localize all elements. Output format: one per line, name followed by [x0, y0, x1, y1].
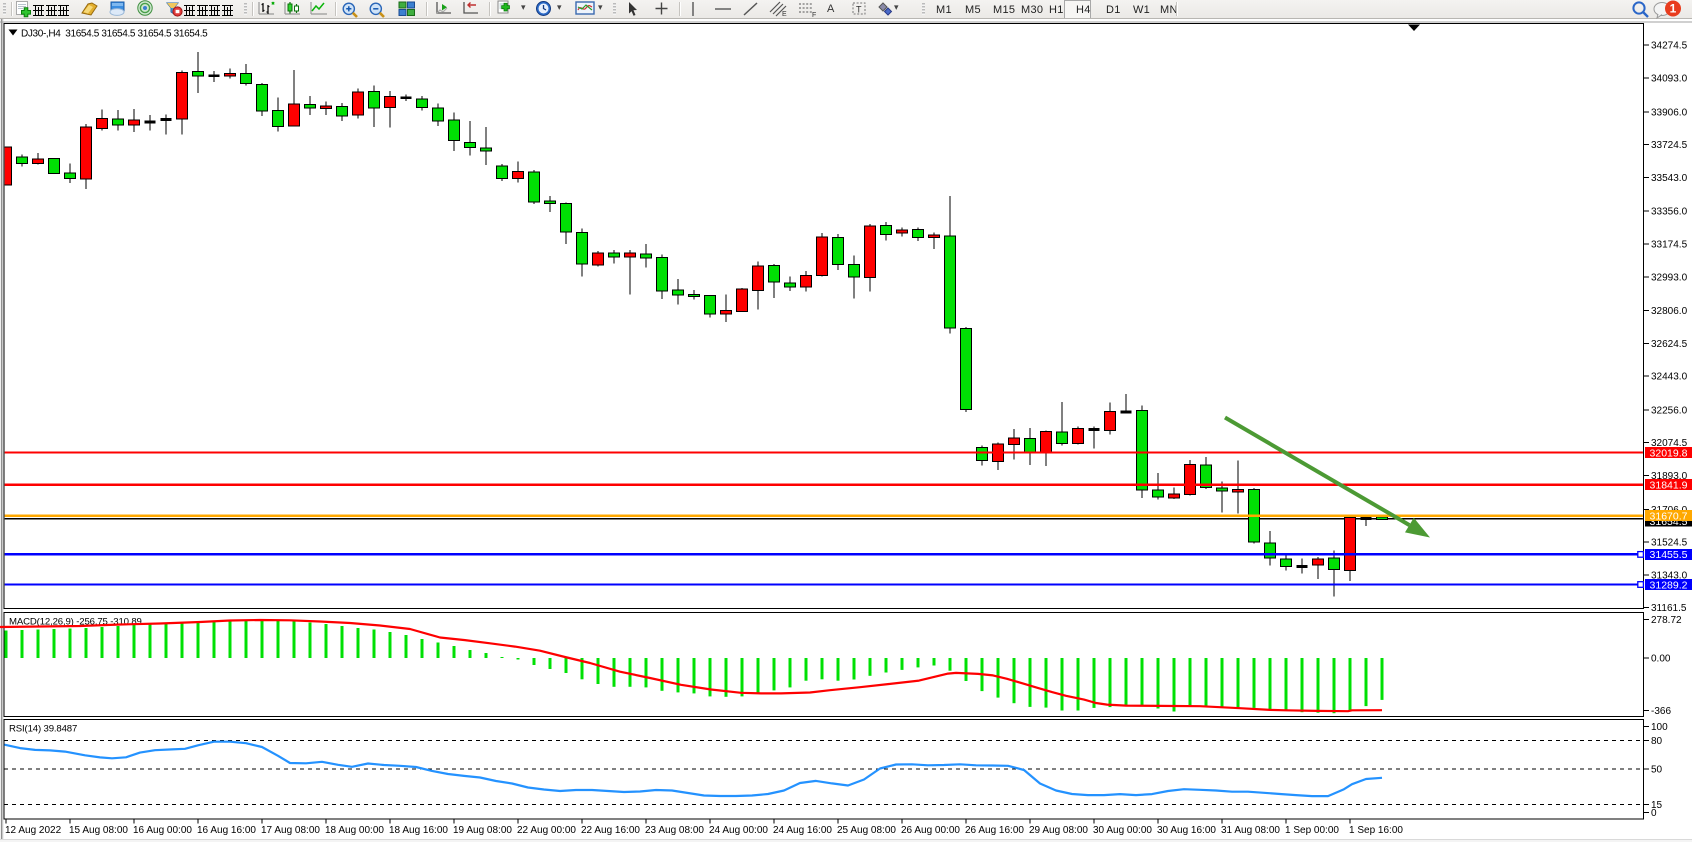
svg-text:33356.0: 33356.0 — [1651, 207, 1688, 218]
svg-text:100: 100 — [1651, 722, 1668, 733]
svg-text:1 Sep 16:00: 1 Sep 16:00 — [1349, 825, 1403, 836]
svg-text:18 Aug 00:00: 18 Aug 00:00 — [325, 825, 384, 836]
svg-text:32256.0: 32256.0 — [1651, 405, 1688, 416]
svg-text:31289.2: 31289.2 — [1650, 579, 1688, 591]
svg-text:33174.5: 33174.5 — [1651, 240, 1688, 251]
svg-text:34093.0: 34093.0 — [1651, 74, 1688, 85]
svg-text:1: 1 — [1670, 2, 1677, 16]
svg-text:30 Aug 16:00: 30 Aug 16:00 — [1157, 825, 1216, 836]
svg-text:31343.0: 31343.0 — [1651, 570, 1688, 581]
svg-text:1 Sep 00:00: 1 Sep 00:00 — [1285, 825, 1339, 836]
svg-text:34274.5: 34274.5 — [1651, 41, 1688, 52]
svg-text:31524.5: 31524.5 — [1651, 538, 1688, 549]
svg-text:32993.0: 32993.0 — [1651, 272, 1688, 283]
svg-text:15 Aug 08:00: 15 Aug 08:00 — [69, 825, 128, 836]
svg-text:29 Aug 08:00: 29 Aug 08:00 — [1029, 825, 1088, 836]
svg-text:31670.7: 31670.7 — [1650, 510, 1688, 522]
svg-text:0.00: 0.00 — [1651, 653, 1671, 664]
svg-text:T: T — [856, 5, 862, 15]
svg-text:15: 15 — [1651, 800, 1663, 811]
svg-text:24 Aug 16:00: 24 Aug 16:00 — [773, 825, 832, 836]
svg-text:30 Aug 00:00: 30 Aug 00:00 — [1093, 825, 1152, 836]
svg-text:26 Aug 16:00: 26 Aug 16:00 — [965, 825, 1024, 836]
svg-text:32806.0: 32806.0 — [1651, 306, 1688, 317]
svg-text:33724.5: 33724.5 — [1651, 140, 1688, 151]
svg-text:31161.5: 31161.5 — [1651, 603, 1687, 614]
svg-text:33543.0: 33543.0 — [1651, 173, 1688, 184]
svg-text:-366: -366 — [1651, 706, 1671, 717]
svg-text:33906.0: 33906.0 — [1651, 107, 1688, 118]
svg-text:DJ30-,H4 31654.5 31654.5 3165: DJ30-,H4 31654.5 31654.5 31654.5 31654.5 — [21, 28, 208, 39]
svg-text:17 Aug 08:00: 17 Aug 08:00 — [261, 825, 320, 836]
svg-text:0: 0 — [1651, 808, 1657, 819]
svg-text:16 Aug 16:00: 16 Aug 16:00 — [197, 825, 256, 836]
svg-text:32624.5: 32624.5 — [1651, 339, 1688, 350]
svg-text:50: 50 — [1651, 765, 1663, 776]
svg-text:MACD(12,26,9) -256.75 -310.89: MACD(12,26,9) -256.75 -310.89 — [9, 617, 142, 628]
svg-text:32443.0: 32443.0 — [1651, 372, 1688, 383]
svg-text:32019.8: 32019.8 — [1650, 447, 1688, 459]
svg-text:E: E — [782, 11, 787, 18]
svg-text:RSI(14) 39.8487: RSI(14) 39.8487 — [9, 724, 77, 735]
svg-text:12 Aug 2022: 12 Aug 2022 — [5, 825, 62, 836]
svg-text:31455.5: 31455.5 — [1650, 549, 1688, 561]
svg-text:19 Aug 08:00: 19 Aug 08:00 — [453, 825, 512, 836]
svg-text:25 Aug 08:00: 25 Aug 08:00 — [837, 825, 896, 836]
svg-text:31841.9: 31841.9 — [1650, 480, 1688, 492]
svg-text:18 Aug 16:00: 18 Aug 16:00 — [389, 825, 448, 836]
svg-text:26 Aug 00:00: 26 Aug 00:00 — [901, 825, 960, 836]
svg-text:31893.0: 31893.0 — [1651, 471, 1688, 482]
svg-text:24 Aug 00:00: 24 Aug 00:00 — [709, 825, 768, 836]
svg-text:F: F — [812, 12, 816, 18]
svg-text:16 Aug 00:00: 16 Aug 00:00 — [133, 825, 192, 836]
svg-text:23 Aug 08:00: 23 Aug 08:00 — [645, 825, 704, 836]
svg-text:32074.5: 32074.5 — [1651, 438, 1688, 449]
svg-text:22 Aug 00:00: 22 Aug 00:00 — [517, 825, 576, 836]
svg-text:278.72: 278.72 — [1651, 615, 1682, 626]
svg-text:80: 80 — [1651, 736, 1663, 747]
svg-text:22 Aug 16:00: 22 Aug 16:00 — [581, 825, 640, 836]
svg-text:31 Aug 08:00: 31 Aug 08:00 — [1221, 825, 1280, 836]
